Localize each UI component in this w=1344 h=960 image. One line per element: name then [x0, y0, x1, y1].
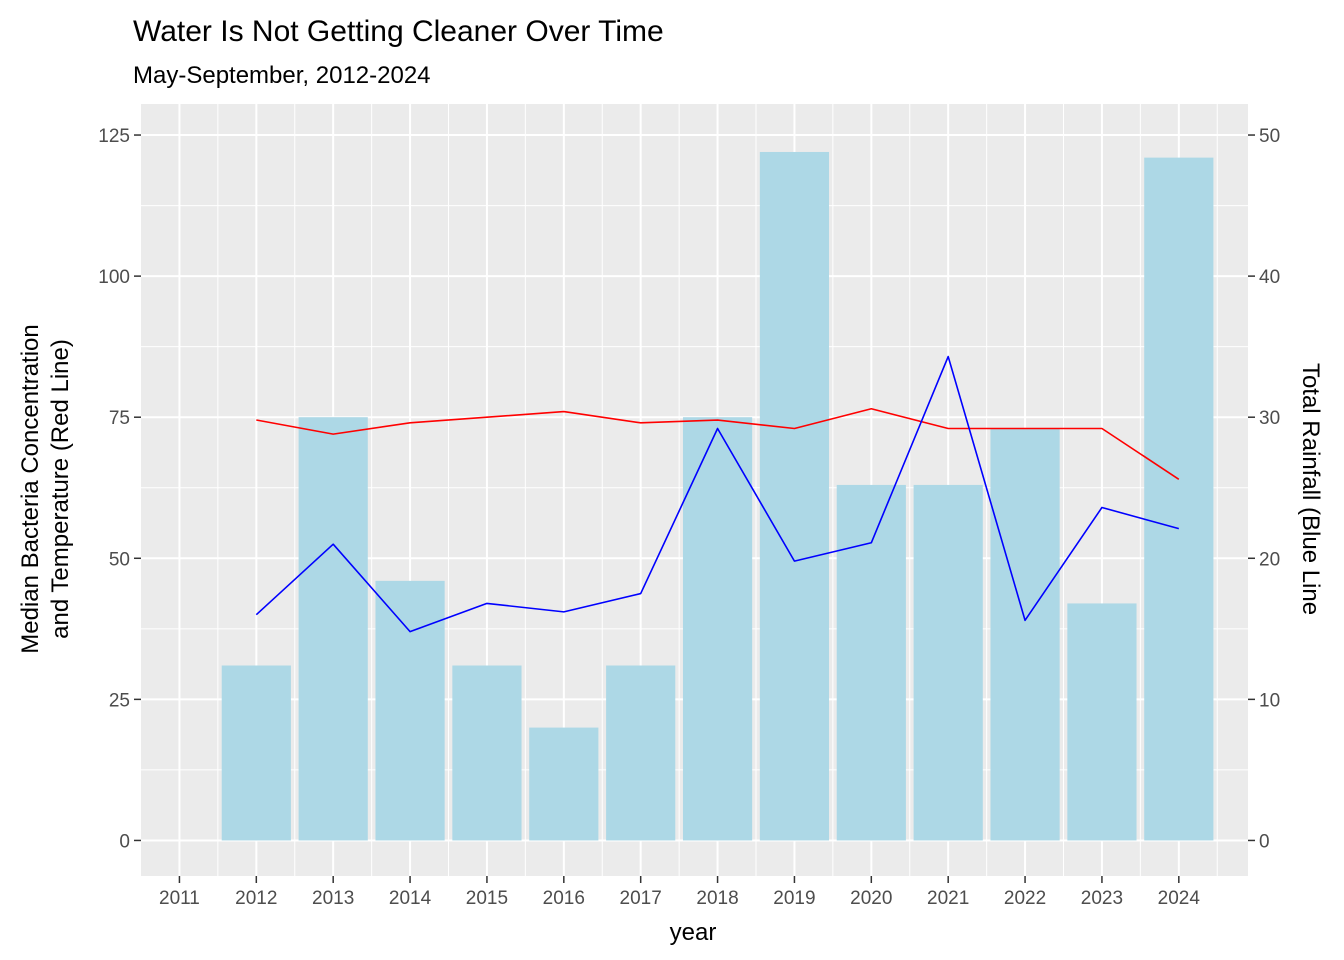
x-tick-label: 2021 — [927, 888, 969, 909]
y-tick-label: 100 — [98, 267, 130, 288]
y-axis-title-line1: Median Bacteria Concentration — [17, 324, 44, 654]
x-tick-label: 2014 — [389, 888, 432, 909]
x-tick-label: 2019 — [773, 888, 815, 909]
y2-tick-label: 40 — [1259, 267, 1280, 288]
x-tick-label: 2023 — [1081, 888, 1123, 909]
x-axis-title: year — [670, 919, 717, 946]
line-series — [255, 355, 1180, 633]
y2-tick-label: 10 — [1259, 690, 1280, 711]
chart-title: Water Is Not Getting Cleaner Over Time — [133, 15, 664, 48]
bar-2021 — [913, 484, 983, 841]
x-tick-label: 2017 — [620, 888, 662, 909]
x-tick-label: 2011 — [159, 888, 200, 909]
y-axis-left: 0 25 50 75 100 125 — [98, 126, 141, 852]
x-tick-label: 2013 — [312, 888, 354, 909]
bar-2022 — [990, 428, 1060, 841]
y-tick-label: 0 — [119, 831, 130, 852]
bar-2023 — [1067, 603, 1137, 841]
y-tick-label: 50 — [109, 549, 130, 570]
x-axis: 2011 2012 2013 2014 2015 2016 2017 2018 2019 2020… — [159, 876, 1200, 909]
y2-axis-title: Total Rainfall (Blue Line — [1297, 363, 1324, 615]
bar-2015 — [452, 665, 522, 841]
y-axis-right: 0 10 20 30 40 50 — [1248, 126, 1280, 852]
y2-tick-label: 20 — [1259, 549, 1280, 570]
x-tick-label: 2022 — [1004, 888, 1046, 909]
bar-2012 — [221, 665, 291, 841]
bar-series — [221, 151, 1214, 841]
y-axis-title-line2: and Temperature (Red Line) — [47, 339, 74, 639]
bar-2020 — [836, 484, 906, 841]
y-tick-label: 25 — [109, 690, 130, 711]
x-tick-label: 2012 — [235, 888, 277, 909]
x-tick-label: 2020 — [850, 888, 892, 909]
y2-tick-label: 50 — [1259, 126, 1280, 147]
rainfall-line — [255, 355, 1180, 633]
bar-2017 — [606, 665, 676, 841]
bar-2016 — [529, 727, 599, 841]
temperature-line — [256, 407, 1180, 480]
bar-2018 — [682, 417, 753, 841]
bar-2019 — [759, 151, 830, 841]
bar-2024 — [1144, 157, 1214, 841]
bar-2014 — [375, 580, 445, 841]
x-tick-label: 2024 — [1158, 888, 1201, 909]
y2-tick-label: 0 — [1259, 831, 1270, 852]
chart-subtitle: May-September, 2012-2024 — [133, 62, 431, 89]
y-tick-label: 75 — [109, 408, 130, 429]
x-tick-label: 2016 — [543, 888, 585, 909]
y-tick-label: 125 — [98, 126, 130, 147]
x-tick-label: 2018 — [696, 888, 738, 909]
y2-tick-label: 30 — [1259, 408, 1280, 429]
bar-2013 — [298, 417, 368, 841]
x-tick-label: 2015 — [466, 888, 508, 909]
